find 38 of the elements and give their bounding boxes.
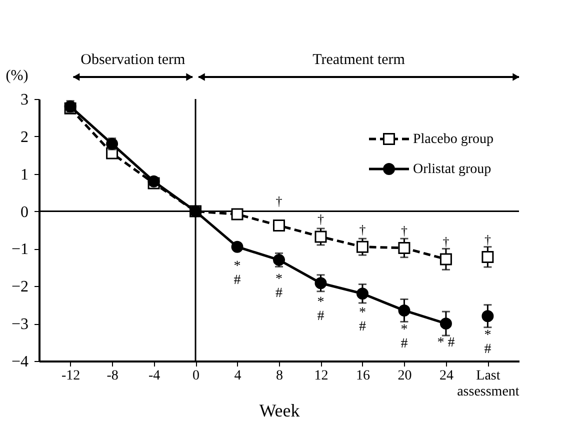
y-tick-label: −2 [11,278,28,296]
annotation: * # [317,295,324,324]
x-tick-label: 8 [276,368,283,384]
x-tick-label: 24 [439,368,454,384]
y-tick-label: 0 [20,204,28,221]
x-tick-label: 0 [192,368,200,384]
annotation: † [484,232,492,247]
annotation: † [276,193,283,208]
y-tick-label: −1 [11,241,28,258]
annotation: * # [484,328,492,358]
x-tick-label: 4 [234,368,242,384]
x-tick-label: -4 [148,368,160,384]
x-axis-title: Week [259,400,300,420]
y-axis-title: (%) [6,68,28,84]
x-tick-label: 20 [398,368,412,384]
annotation: † [317,212,324,227]
x-tick-label: 12 [314,368,328,384]
text: Treatment term [312,52,406,68]
annotation: † [400,222,408,238]
annotation: * # [358,306,366,335]
annotation: * # [437,336,455,351]
y-tick-label: 3 [20,92,28,108]
y-tick-label: 1 [20,166,28,184]
annotation: * # [234,258,241,288]
annotation: * # [276,272,282,301]
text: Observation term [80,52,186,68]
annotation: † [442,234,450,250]
y-tick-label: −3 [11,316,28,334]
annotation: † [359,222,366,237]
x-tick-label: 16 [356,368,370,384]
x-tick-label: Last assessment [457,368,520,400]
legend-label: Orlistat group [413,162,492,177]
y-tick-label: −4 [11,354,28,370]
legend-label: Placebo group [413,132,494,147]
y-tick-label: 2 [20,128,28,146]
x-tick-label: -8 [106,368,118,384]
annotation: * # [400,322,408,352]
x-tick-label: -12 [61,368,80,384]
